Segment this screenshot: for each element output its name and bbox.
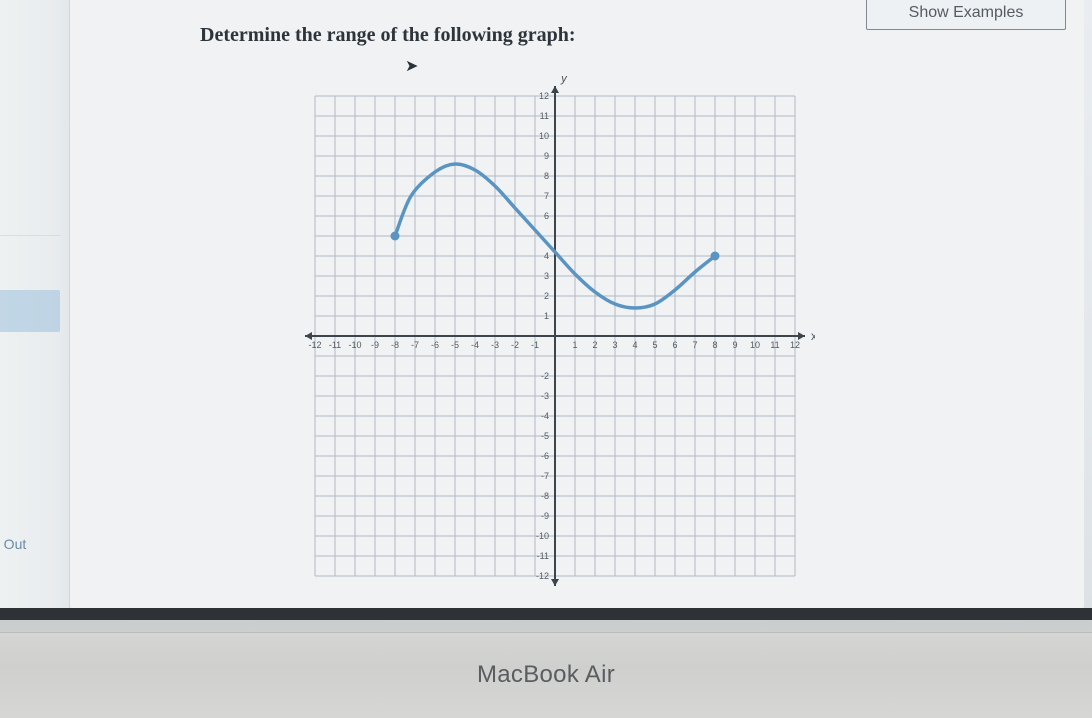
question-prompt: Determine the range of the following gra…: [200, 24, 576, 47]
svg-text:-2: -2: [541, 371, 549, 381]
svg-text:-2: -2: [511, 340, 519, 350]
graph-container: -12-11-10-9-8-7-6-5-4-3-2-11234567891011…: [295, 76, 815, 596]
mouse-cursor-icon: ➤: [405, 56, 418, 76]
labels-group: -12-11-10-9-8-7-6-5-4-3-2-11234567891011…: [308, 76, 815, 581]
svg-text:-6: -6: [431, 340, 439, 350]
svg-text:2: 2: [592, 340, 597, 350]
svg-text:10: 10: [539, 131, 549, 141]
screen-area: g Out Show Examples Determine the range …: [0, 0, 1092, 620]
svg-text:1: 1: [544, 311, 549, 321]
svg-text:y: y: [560, 76, 568, 85]
svg-text:6: 6: [544, 211, 549, 221]
svg-text:-7: -7: [411, 340, 419, 350]
svg-text:-8: -8: [391, 340, 399, 350]
svg-text:-4: -4: [471, 340, 479, 350]
svg-text:11: 11: [770, 340, 779, 350]
svg-text:-5: -5: [451, 340, 459, 350]
svg-text:-6: -6: [541, 451, 549, 461]
laptop-bezel: MacBook Air: [0, 632, 1092, 718]
coordinate-graph: -12-11-10-9-8-7-6-5-4-3-2-11234567891011…: [295, 76, 815, 596]
svg-text:9: 9: [544, 151, 549, 161]
show-examples-button[interactable]: Show Examples: [866, 0, 1066, 30]
svg-text:8: 8: [712, 340, 717, 350]
svg-text:-5: -5: [541, 431, 549, 441]
svg-text:-8: -8: [541, 491, 549, 501]
svg-text:10: 10: [750, 340, 760, 350]
svg-text:4: 4: [632, 340, 637, 350]
laptop-label: MacBook Air: [0, 661, 1092, 689]
svg-text:3: 3: [612, 340, 617, 350]
sidebar-divider: [0, 235, 60, 236]
svg-text:4: 4: [544, 251, 549, 261]
sidebar: g Out: [0, 0, 70, 620]
svg-text:-9: -9: [541, 511, 549, 521]
svg-text:3: 3: [544, 271, 549, 281]
svg-text:-1: -1: [531, 340, 539, 350]
svg-text:11: 11: [540, 111, 549, 121]
svg-text:-12: -12: [308, 340, 321, 350]
svg-text:x: x: [811, 329, 815, 343]
svg-text:-9: -9: [371, 340, 379, 350]
svg-text:5: 5: [652, 340, 657, 350]
svg-text:-10: -10: [536, 531, 549, 541]
svg-text:7: 7: [692, 340, 697, 350]
svg-text:-10: -10: [348, 340, 361, 350]
sidebar-active-item[interactable]: [0, 290, 60, 332]
svg-text:8: 8: [544, 171, 549, 181]
svg-text:-3: -3: [491, 340, 499, 350]
log-out-link[interactable]: g Out: [0, 536, 26, 552]
svg-text:-11: -11: [537, 551, 549, 561]
axis-group: [305, 86, 805, 586]
svg-text:-12: -12: [536, 571, 549, 581]
svg-text:-11: -11: [329, 340, 341, 350]
svg-text:-3: -3: [541, 391, 549, 401]
svg-text:12: 12: [539, 91, 549, 101]
svg-text:2: 2: [544, 291, 549, 301]
svg-text:7: 7: [544, 191, 549, 201]
svg-text:-7: -7: [541, 471, 549, 481]
svg-text:9: 9: [732, 340, 737, 350]
svg-text:12: 12: [790, 340, 800, 350]
svg-text:6: 6: [672, 340, 677, 350]
svg-text:-4: -4: [541, 411, 549, 421]
svg-text:1: 1: [572, 340, 577, 350]
content-panel: Show Examples Determine the range of the…: [70, 0, 1084, 608]
